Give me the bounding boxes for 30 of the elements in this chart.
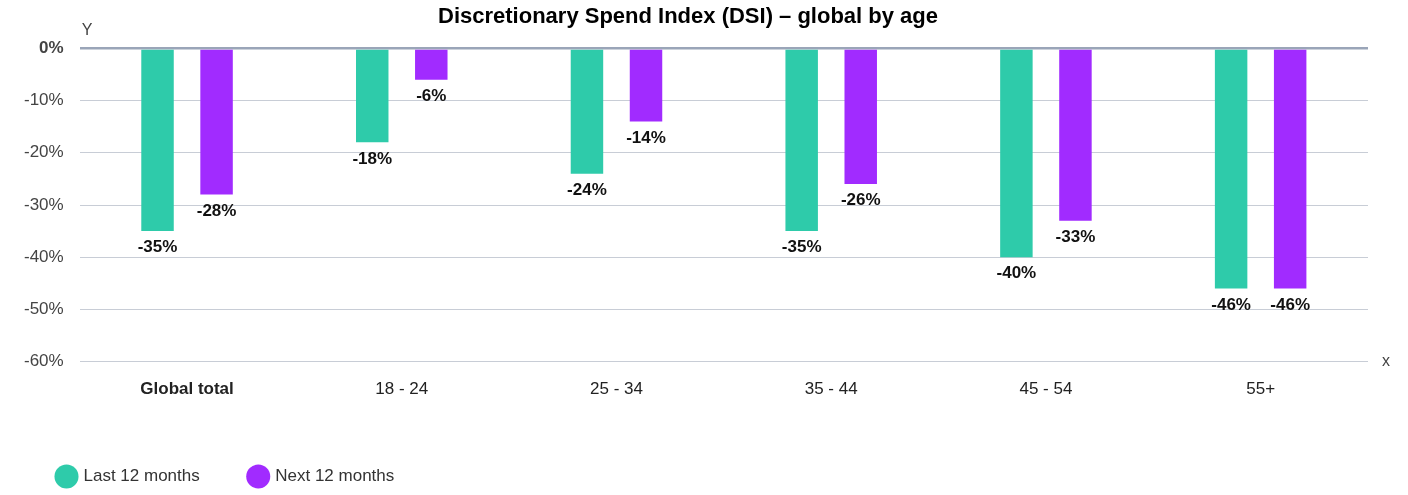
y-tick-label: 0%: [39, 38, 64, 58]
data-label: -6%: [416, 85, 447, 105]
data-label: -46%: [1270, 294, 1311, 314]
y-tick-label: -10%: [24, 90, 64, 110]
legend-label: Next 12 months: [275, 466, 395, 486]
x-tick-label: 55+: [1246, 379, 1276, 399]
x-tick-label: 18 - 24: [375, 379, 429, 399]
data-label: -46%: [1211, 294, 1251, 314]
data-label: -26%: [840, 190, 881, 210]
data-label: -35%: [137, 237, 178, 257]
y-tick-label: -40%: [24, 246, 64, 266]
x-tick-label: 25 - 34: [590, 379, 643, 399]
y-tick-label: -60%: [24, 351, 64, 371]
data-label: -28%: [196, 200, 237, 220]
x-tick-label: Global total: [140, 379, 234, 399]
data-label: -24%: [567, 179, 607, 199]
x-tick-label: 35 - 44: [804, 379, 858, 399]
y-tick-label: -30%: [24, 194, 64, 214]
data-label: -33%: [1055, 226, 1096, 246]
data-label: -40%: [996, 263, 1037, 283]
x-axis-title: x: [1382, 352, 1390, 370]
legend-label: Last 12 months: [83, 466, 200, 486]
y-tick-label: -50%: [24, 299, 64, 319]
chart-title: Discretionary Spend Index (DSI) – global by age: [437, 3, 939, 29]
y-tick-label: -20%: [24, 142, 64, 162]
data-label: -18%: [352, 148, 393, 168]
y-axis-title: Y: [81, 20, 93, 38]
data-label: -35%: [781, 237, 822, 257]
x-tick-label: 45 - 54: [1019, 379, 1073, 399]
data-label: -14%: [626, 127, 666, 147]
